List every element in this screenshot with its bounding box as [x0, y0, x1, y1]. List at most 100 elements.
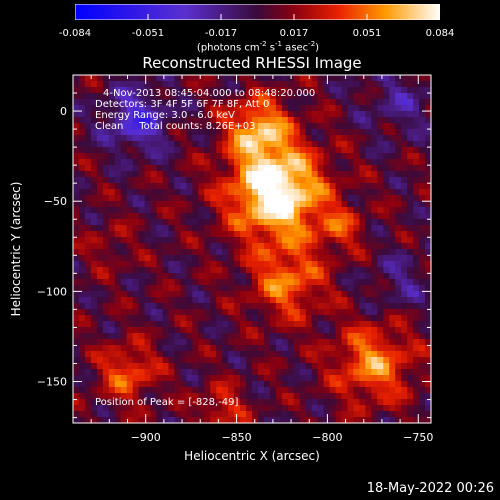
heatmap-cell	[198, 111, 205, 118]
heatmap-cell	[114, 255, 122, 262]
heatmap-cell	[305, 177, 313, 184]
heatmap-cell	[269, 255, 277, 262]
heatmap-cell	[275, 411, 283, 418]
heatmap-cell	[257, 177, 265, 184]
heatmap-cell	[359, 135, 366, 142]
heatmap-cell	[395, 135, 402, 142]
heatmap-cell	[275, 273, 283, 280]
heatmap-cell	[269, 153, 277, 160]
y-tick-label: −50	[44, 195, 67, 208]
heatmap-cell	[353, 357, 360, 364]
heatmap-cell	[252, 183, 259, 190]
heatmap-cell	[419, 249, 426, 256]
heatmap-cell	[216, 81, 223, 88]
heatmap-cell	[293, 303, 301, 310]
heatmap-cell	[299, 231, 307, 238]
heatmap-cell	[252, 393, 259, 400]
heatmap-cell	[347, 189, 355, 196]
heatmap-cell	[365, 357, 372, 364]
heatmap-cell	[210, 153, 217, 160]
heatmap-cell	[335, 279, 343, 286]
heatmap-cell	[114, 225, 122, 232]
heatmap-cell	[114, 321, 122, 328]
heatmap-cell	[377, 351, 384, 358]
heatmap-cell	[150, 99, 158, 106]
heatmap-cell	[228, 237, 235, 244]
heatmap-cell	[359, 387, 366, 394]
heatmap-cell	[240, 297, 247, 304]
heatmap-cell	[252, 321, 259, 328]
heatmap-cell	[341, 93, 349, 100]
heatmap-cell	[401, 135, 408, 142]
heatmap-cell	[108, 117, 116, 124]
heatmap-cell	[132, 117, 140, 124]
heatmap-cell	[198, 195, 205, 202]
heatmap-cell	[335, 303, 343, 310]
heatmap-cell	[323, 285, 331, 292]
heatmap-cell	[425, 255, 432, 262]
heatmap-cell	[210, 351, 217, 358]
heatmap-cell	[347, 153, 355, 160]
heatmap-cell	[383, 255, 390, 262]
heatmap-cell	[401, 75, 408, 82]
heatmap-cell	[174, 195, 181, 202]
heatmap-cell	[353, 189, 360, 196]
heatmap-cell	[275, 357, 283, 364]
heatmap-cell	[144, 291, 152, 298]
heatmap-cell	[275, 201, 283, 208]
heatmap-cell	[311, 363, 319, 370]
heatmap-cell	[371, 345, 378, 352]
heatmap-cell	[317, 177, 325, 184]
heatmap-cell	[401, 213, 408, 220]
heatmap-cell	[78, 135, 86, 142]
heatmap-cell	[407, 291, 414, 298]
heatmap-cell	[257, 309, 265, 316]
heatmap-cell	[425, 105, 432, 112]
heatmap-cell	[234, 207, 241, 214]
heatmap-cell	[395, 327, 402, 334]
heatmap-cell	[246, 279, 253, 286]
heatmap-cell	[228, 231, 235, 238]
heatmap-cell	[186, 153, 193, 160]
heatmap-cell	[359, 189, 366, 196]
heatmap-cell	[84, 267, 92, 274]
heatmap-cell	[84, 177, 92, 184]
heatmap-cell	[395, 273, 402, 280]
heatmap-cell	[329, 345, 337, 352]
heatmap-cell	[240, 117, 247, 124]
heatmap-cell	[335, 183, 343, 190]
heatmap-cell	[216, 201, 223, 208]
heatmap-cell	[102, 93, 110, 100]
heatmap-cell	[293, 273, 301, 280]
heatmap-cell	[311, 201, 319, 208]
heatmap-cell	[377, 411, 384, 418]
heatmap-cell	[335, 315, 343, 322]
heatmap-cell	[293, 75, 301, 82]
heatmap-cell	[198, 171, 205, 178]
heatmap-cell	[311, 255, 319, 262]
heatmap-cell	[305, 219, 313, 226]
heatmap-cell	[198, 321, 205, 328]
heatmap-cell	[389, 357, 396, 364]
heatmap-cell	[108, 387, 116, 394]
heatmap-cell	[73, 387, 80, 394]
heatmap-cell	[186, 411, 193, 418]
heatmap-cell	[252, 141, 259, 148]
heatmap-cell	[246, 327, 253, 334]
heatmap-cell	[287, 105, 295, 112]
heatmap-cell	[281, 231, 289, 238]
heatmap-cell	[305, 333, 313, 340]
heatmap-cell	[96, 273, 104, 280]
heatmap-cell	[425, 405, 432, 412]
heatmap-cell	[108, 273, 116, 280]
heatmap-cell	[377, 321, 384, 328]
heatmap-cell	[216, 309, 223, 316]
heatmap-cell	[240, 207, 247, 214]
heatmap-cell	[329, 387, 337, 394]
heatmap-cell	[90, 285, 98, 292]
heatmap-cell	[162, 189, 170, 196]
heatmap-cell	[73, 183, 80, 190]
heatmap-cell	[419, 123, 426, 130]
heatmap-cell	[335, 93, 343, 100]
heatmap-cell	[305, 369, 313, 376]
